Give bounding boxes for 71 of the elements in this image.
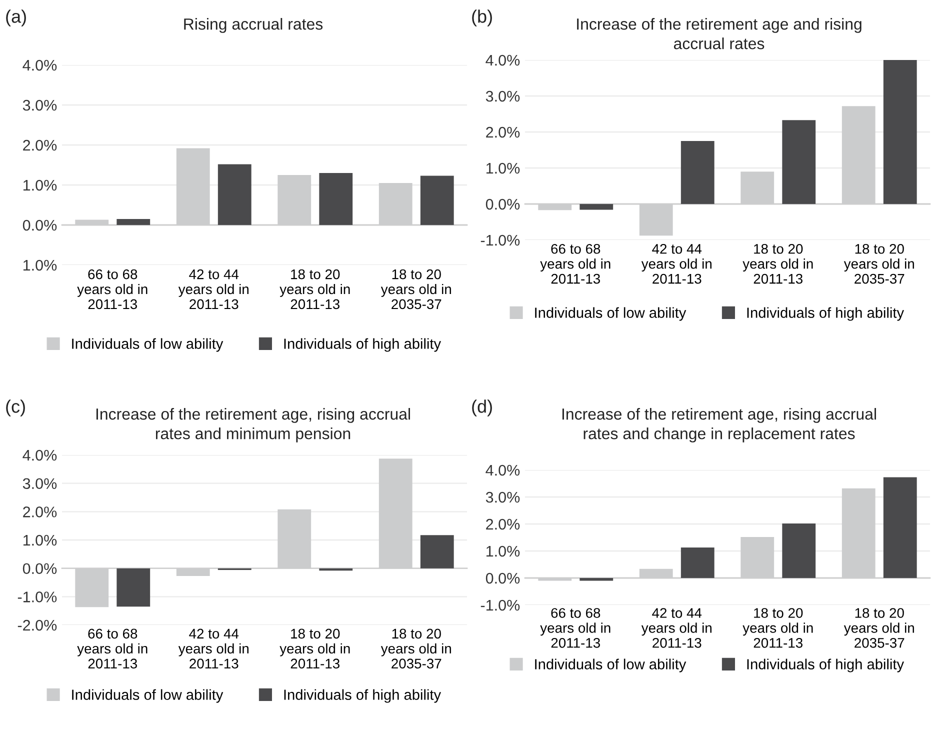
y-tick-label: 4.0% [486, 464, 520, 476]
y-tick-label: 2.0% [23, 506, 57, 518]
y-tick-label: -1.0% [480, 234, 520, 246]
y-tick-label: 4.0% [486, 54, 520, 66]
x-tick-label: 18 to 20 years old in 2035-37 [380, 269, 451, 310]
y-tick-label: 1.0% [23, 534, 57, 546]
y-tick-label: 1.0% [23, 260, 57, 271]
y-tick-label: 2.0% [23, 140, 57, 151]
y-tick-label: 1.0% [486, 546, 520, 557]
bar [680, 141, 714, 204]
x-tick-label: 18 to 20 years old in 2011-13 [280, 628, 350, 669]
y-tick-label: -1.0% [18, 592, 57, 602]
y-tick-label: 0.0% [22, 563, 57, 574]
x-tick-label: 42 to 44 years old in 2011-13 [641, 608, 712, 648]
chart-title: Increase of the retirement age, rising accrual rates and change in replacement rates [562, 408, 876, 442]
x-tick-label: 66 to 68 years old in 2011-13 [540, 608, 610, 648]
y-tick-label: 3.0% [486, 492, 520, 503]
bar [782, 523, 816, 578]
bar [580, 204, 614, 210]
text: (c) [6, 400, 25, 416]
legend-label: Individuals of high ability [284, 338, 442, 352]
bar [420, 176, 454, 225]
legend-label: Individuals of high ability [747, 658, 904, 672]
bar [116, 219, 150, 225]
x-tick-label: 18 to 20 years old in 2011-13 [280, 269, 350, 310]
chart-title: Increase of the retirement age, rising accrual rates and minimum pension [96, 408, 410, 442]
y-tick-label: 0.0% [22, 220, 57, 231]
y-tick-label: 2.0% [486, 126, 520, 138]
x-tick-label: 18 to 20 years old in 2035-37 [844, 608, 914, 648]
x-tick-label: 18 to 20 years old in 2011-13 [742, 244, 813, 284]
y-tick-label: 4.0% [22, 60, 57, 71]
x-tick-label: 66 to 68 years old in 2011-13 [77, 628, 148, 669]
y-tick-label: 2.0% [486, 518, 520, 530]
y-tick-label: 4.0% [22, 450, 57, 461]
chart-title: Rising accrual rates [184, 18, 323, 33]
bar [218, 164, 252, 225]
legend-label: Individuals of low ability [72, 689, 224, 703]
bar [420, 535, 454, 568]
y-tick-label: 1.0% [486, 162, 520, 174]
y-tick-label: 3.0% [486, 90, 520, 102]
y-tick-label: 1.0% [23, 180, 57, 191]
y-tick-label: 3.0% [22, 100, 57, 111]
bar [319, 173, 353, 225]
y-tick-label: 0.0% [486, 198, 520, 210]
bar [782, 120, 816, 204]
legend-label: Individuals of low ability [72, 338, 224, 352]
bar [116, 568, 150, 607]
y-tick-label: -1.0% [480, 600, 520, 611]
y-tick-label: -2.0% [18, 620, 57, 631]
bar [680, 547, 714, 578]
x-tick-label: 18 to 20 years old in 2035-37 [844, 244, 914, 284]
bar [883, 477, 917, 578]
y-tick-label: 0.0% [486, 572, 520, 584]
legend-label: Individuals of low ability [535, 307, 686, 321]
text: (b) [472, 10, 492, 26]
y-tick-label: 3.0% [22, 478, 57, 490]
legend-label: Individuals of low ability [535, 658, 686, 672]
x-tick-label: 42 to 44 years old in 2011-13 [178, 628, 248, 669]
bar [883, 60, 917, 204]
x-tick-label: 42 to 44 years old in 2011-13 [641, 244, 712, 284]
text: (a) [6, 10, 26, 26]
x-tick-label: 18 to 20 years old in 2011-13 [742, 608, 813, 648]
text: (d) [472, 400, 492, 416]
legend-label: Individuals of high ability [747, 307, 904, 321]
x-tick-label: 18 to 20 years old in 2035-37 [380, 628, 451, 669]
chart-title: Increase of the retirement age and rising accrual rates [577, 18, 862, 50]
bar [580, 578, 614, 581]
x-tick-label: 42 to 44 years old in 2011-13 [178, 269, 248, 310]
x-tick-label: 66 to 68 years old in 2011-13 [540, 244, 610, 284]
legend-label: Individuals of high ability [284, 689, 442, 703]
x-tick-label: 66 to 68 years old in 2011-13 [77, 269, 148, 310]
